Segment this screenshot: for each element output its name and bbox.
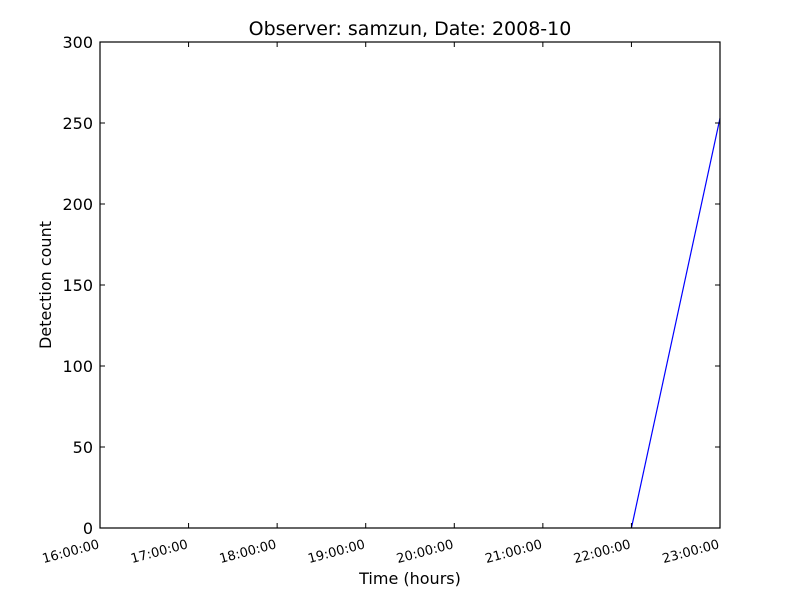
x-tick-label: 18:00:00 (218, 537, 278, 567)
y-tick-label: 50 (73, 438, 93, 457)
x-tick-label: 21:00:00 (484, 537, 544, 567)
y-tick-label: 150 (62, 276, 93, 295)
y-tick-label: 0 (83, 519, 93, 538)
axes-frame (99, 41, 721, 529)
plot-area: 0 50 100 150 200 250 300 16:00:00 17:00:00 18:00:… (41, 33, 721, 567)
y-tick-label: 250 (62, 114, 93, 133)
y-tick-label: 300 (62, 33, 93, 52)
x-tick-label: 17:00:00 (129, 537, 189, 567)
x-tick-label: 19:00:00 (306, 537, 366, 567)
x-tick-label: 20:00:00 (395, 537, 455, 567)
x-tick-label: 16:00:00 (41, 537, 101, 567)
x-tick-label: 22:00:00 (572, 537, 632, 567)
x-tick-label: 23:00:00 (661, 537, 721, 567)
chart-title: Observer: samzun, Date: 2008-10 (249, 18, 572, 40)
x-axis-label: Time (hours) (358, 569, 461, 588)
y-tick-label: 100 (62, 357, 93, 376)
y-axis-label: Detection count (36, 221, 55, 349)
y-tick-label: 200 (62, 195, 93, 214)
series-line-0 (630, 118, 721, 529)
